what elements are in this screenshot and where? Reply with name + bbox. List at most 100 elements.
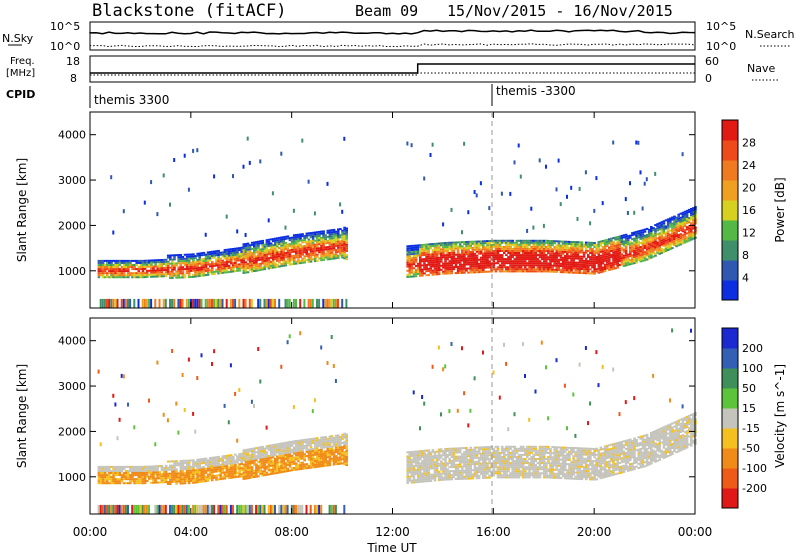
velocity-cell [307,466,311,469]
velocity-cell [160,475,164,478]
velocity-cell [284,462,288,465]
power-cell [591,254,594,257]
velocity-cell [232,474,235,477]
power-cell [416,262,420,265]
power-cell [295,252,298,255]
power-cell [309,256,313,259]
velocity-clutter [280,504,283,514]
power-cell [545,258,548,261]
velocity-cell [169,468,172,471]
power-cell [616,258,619,261]
velocity-cell [408,471,412,474]
power-cell [190,253,193,256]
velocity-cell [139,478,143,481]
velocity-cell [232,458,235,460]
power-cell [603,266,607,268]
velocity-cell [307,452,311,455]
power-cell [166,256,170,259]
velocity-cell [301,445,304,448]
power-cell [507,247,510,250]
velocity-clutter [318,504,321,514]
power-cell [414,248,418,251]
power-cell [629,246,632,249]
velocity-cell [313,466,317,469]
power-cell [456,245,460,248]
power-cell [259,262,262,265]
velocity-cell [282,454,285,457]
power-cell [318,247,321,250]
power-cell [589,260,592,263]
power-cell [124,268,128,271]
power-cell [603,253,607,256]
power-cell [639,260,643,263]
velocity-cell [255,463,258,466]
power-cell [406,263,409,266]
power-cell [419,274,422,277]
power-cell [427,245,430,248]
power-cell [162,273,166,276]
power-cell [612,263,615,266]
power-cell [677,228,680,230]
velocity-clutter [219,504,222,514]
velocity-cell [137,472,141,474]
velocity-cell [229,460,233,463]
power-cell [620,243,624,246]
power-scatter [629,181,631,186]
power-cell [511,254,514,257]
power-cell [637,234,640,237]
velocity-cell [143,467,147,470]
velocity-cell [198,478,201,481]
velocity-cell [217,462,220,465]
velocity-cell [274,460,277,462]
power-cell [650,252,653,255]
power-cell [603,247,607,250]
power-cell [217,252,220,254]
velocity-cell [301,457,304,460]
velocity-cell [112,465,115,468]
power-cell [612,265,615,268]
velocity-cell [141,474,145,476]
power-clutter [267,298,270,308]
power-cell [580,249,584,252]
velocity-cell [271,454,275,457]
power-cell [521,252,525,254]
power-cell [141,259,145,262]
power-cell [240,248,243,251]
power-cell [433,265,437,268]
power-cell [509,241,512,244]
power-cell [345,241,348,244]
power-cell [223,253,227,256]
power-cell [326,231,330,234]
power-cell [129,274,132,277]
velocity-cell [309,466,313,469]
velocity-cell [292,440,296,443]
power-cell [120,261,124,264]
velocity-cell [229,456,233,459]
power-cell [175,272,178,275]
velocity-cell [196,458,199,461]
power-cell [540,270,544,273]
velocity-cell [208,469,212,472]
power-cell [440,252,443,255]
power-cell [437,252,441,255]
power-cell [343,245,346,247]
power-cell [278,251,281,254]
power-cell [322,240,325,243]
power-cell [454,261,458,264]
velocity-cell [297,468,300,471]
power-cell [536,258,540,261]
velocity-scatter [187,357,190,362]
velocity-cell [274,449,277,452]
velocity-cell [244,475,248,478]
power-cell [284,237,288,240]
power-cell [669,239,672,242]
power-cell [551,266,554,269]
power-cell [475,240,479,243]
velocity-cell [133,480,136,483]
velocity-cell [118,482,122,485]
velocity-cell [246,448,250,451]
power-cell [503,247,506,250]
power-cell [553,252,556,255]
power-cell [316,247,319,250]
power-cell [343,251,346,254]
